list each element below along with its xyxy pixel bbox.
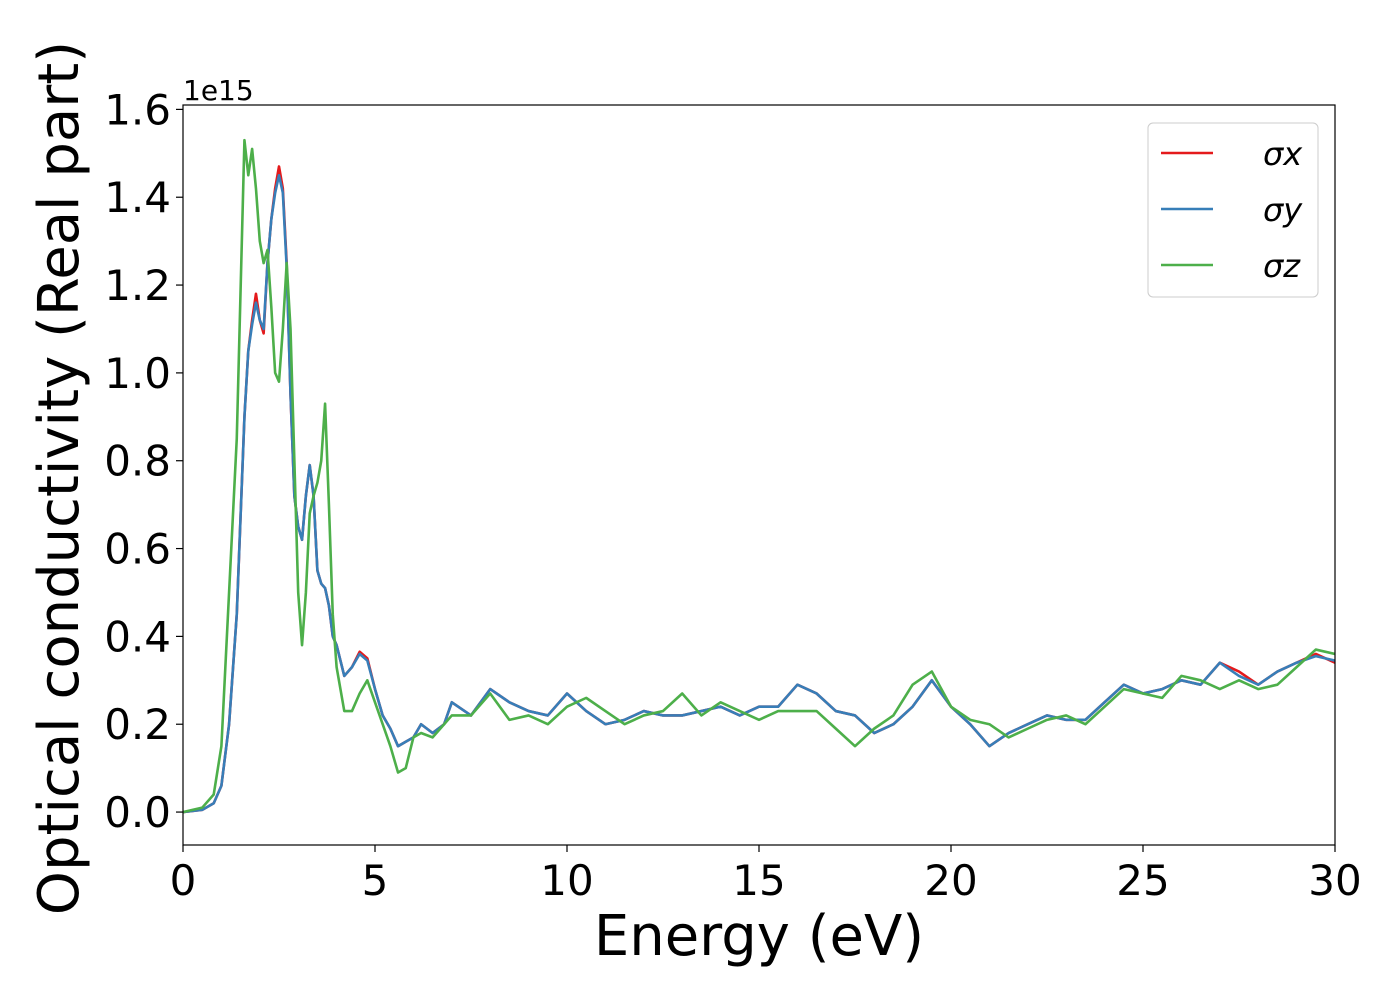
y-tick-label: 1.4	[104, 173, 171, 222]
legend-box	[1147, 122, 1319, 298]
y-offset-label: 1e15	[183, 74, 254, 107]
y-tick-label: 0.0	[104, 788, 171, 837]
y-tick-label: 1.6	[104, 85, 171, 134]
y-tick-label: 0.6	[104, 525, 171, 574]
x-tick-label: 10	[540, 856, 593, 905]
x-tick-label: 20	[924, 856, 977, 905]
y-tick-label: 1.0	[104, 349, 171, 398]
y-axis-label: Optical conductivity (Real part)	[27, 41, 92, 915]
y-tick-label: 0.2	[104, 700, 171, 749]
plot-frame	[182, 104, 1336, 846]
legend-label: σy	[1263, 191, 1303, 229]
y-tick-label: 0.8	[104, 437, 171, 486]
x-tick-label: 30	[1308, 856, 1361, 905]
y-tick-label: 0.4	[104, 612, 171, 661]
y-tick-label: 1.2	[104, 261, 171, 310]
x-tick-label: 25	[1116, 856, 1169, 905]
x-tick-label: 15	[732, 856, 785, 905]
x-tick-label: 0	[170, 856, 197, 905]
x-axis-label: Energy (eV)	[594, 904, 924, 969]
legend-label: σx	[1263, 135, 1303, 173]
x-tick-label: 5	[362, 856, 389, 905]
line-2	[183, 138, 1335, 814]
legend-label: σz	[1263, 247, 1301, 285]
